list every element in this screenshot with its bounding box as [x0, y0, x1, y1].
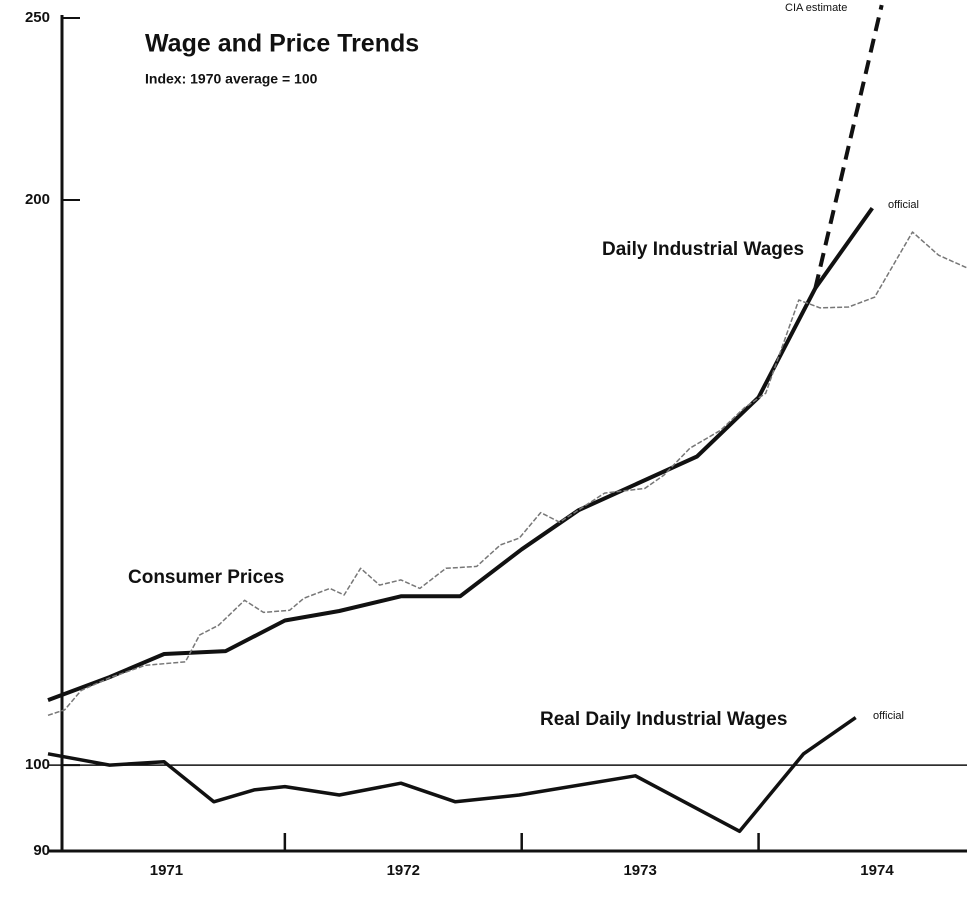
- chart-subtitle: Index: 1970 average = 100: [145, 71, 318, 87]
- series-label: Real Daily Industrial Wages: [540, 709, 787, 730]
- series-label: Consumer Prices: [128, 567, 284, 588]
- chart-title: Wage and Price Trends: [145, 30, 419, 58]
- y-tick-label: 90: [33, 842, 50, 859]
- x-tick-label: 1974: [860, 862, 894, 879]
- series-label: Daily Industrial Wages: [602, 239, 804, 260]
- y-tick-label: 200: [25, 191, 50, 208]
- y-tick-label: 100: [25, 756, 50, 773]
- series-line: [47, 716, 857, 834]
- annotation: official: [888, 199, 919, 211]
- annotation: official: [873, 710, 904, 722]
- x-tick-label: 1973: [623, 862, 656, 879]
- series-line: [813, 4, 884, 289]
- series-label: CIA estimate: [785, 2, 847, 14]
- series-line: [47, 206, 874, 702]
- y-tick-label: 250: [25, 9, 50, 26]
- x-tick-label: 1972: [387, 862, 420, 879]
- x-tick-label: 1971: [150, 862, 183, 879]
- series-line: [47, 231, 967, 717]
